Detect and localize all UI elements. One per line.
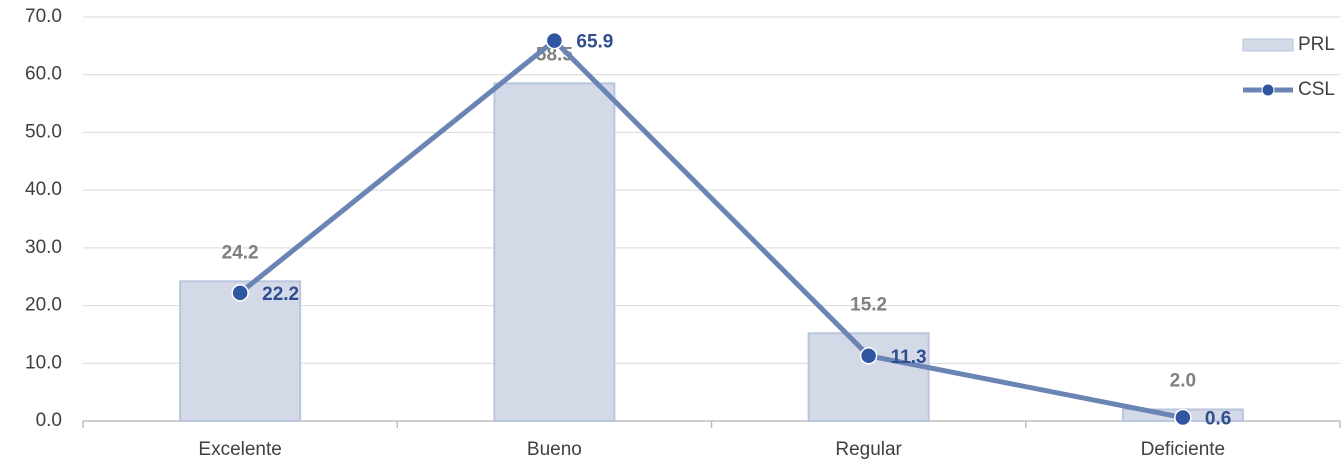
x-tick-label: Deficiente <box>1141 439 1226 460</box>
legend-swatch <box>1242 38 1294 52</box>
y-tick-label: 20.0 <box>25 295 62 316</box>
bar <box>179 280 302 422</box>
x-tick-label: Excelente <box>198 439 281 460</box>
bar-value-label: 2.0 <box>1170 370 1196 391</box>
y-tick-label: 60.0 <box>25 64 62 85</box>
y-tick-label: 30.0 <box>25 237 62 258</box>
y-tick-label: 10.0 <box>25 352 62 373</box>
x-tick-label: Regular <box>835 439 902 460</box>
legend-marker <box>1261 83 1275 97</box>
line-marker <box>545 31 564 50</box>
legend-label: PRL <box>1298 34 1335 55</box>
y-tick-label: 40.0 <box>25 179 62 200</box>
y-tick-label: 50.0 <box>25 121 62 142</box>
line-value-label: 65.9 <box>576 32 613 53</box>
line-value-label: 11.3 <box>891 347 927 368</box>
line <box>238 37 1184 420</box>
line-marker <box>231 284 249 302</box>
bar <box>493 82 616 422</box>
y-tick-label: 0.0 <box>36 410 62 431</box>
bar-value-label: 15.2 <box>850 294 887 315</box>
x-tick-label: Bueno <box>527 439 582 460</box>
line-value-label: 0.6 <box>1205 409 1231 430</box>
y-tick-label: 70.0 <box>25 6 62 27</box>
line-marker <box>859 347 878 365</box>
line-marker <box>1174 408 1192 427</box>
bar-value-label: 24.2 <box>222 242 259 263</box>
legend-label: CSL <box>1298 79 1335 100</box>
line-value-label: 22.2 <box>262 284 299 305</box>
